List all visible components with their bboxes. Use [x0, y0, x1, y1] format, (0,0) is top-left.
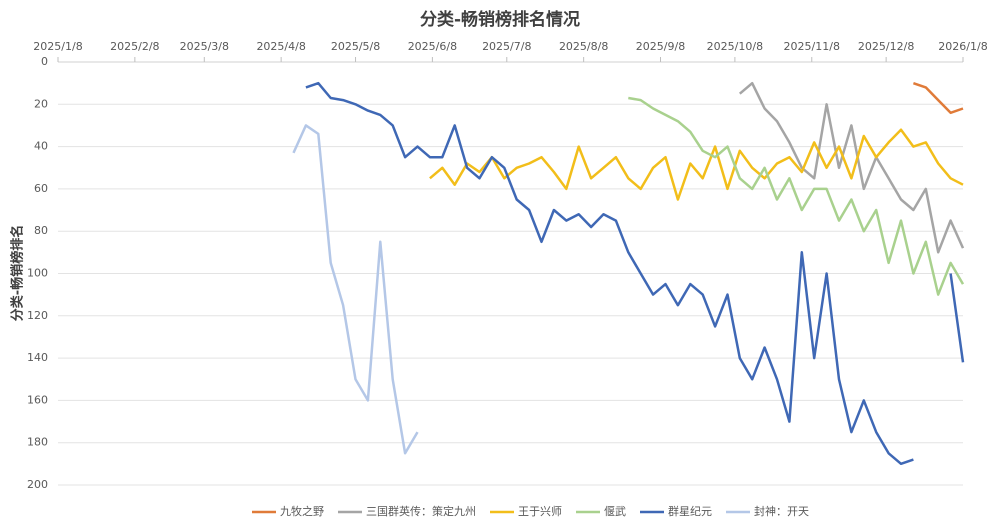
x-tick-label: 2025/1/8 — [33, 40, 82, 53]
x-tick-label: 2025/5/8 — [331, 40, 380, 53]
series-line — [292, 124, 419, 455]
y-tick-label: 0 — [41, 55, 48, 68]
x-tick-label: 2025/10/8 — [707, 40, 763, 53]
y-tick-label: 20 — [34, 97, 48, 110]
x-tick-label: 2025/12/8 — [858, 40, 914, 53]
y-tick-label: 160 — [27, 393, 48, 406]
x-tick-label: 2025/8/8 — [559, 40, 608, 53]
x-tick-label: 2025/9/8 — [636, 40, 685, 53]
chart-title: 分类-畅销榜排名情况 — [420, 9, 580, 30]
x-tick-label: 2025/3/8 — [180, 40, 229, 53]
x-tick-label: 2025/11/8 — [784, 40, 840, 53]
y-tick-label: 200 — [27, 478, 48, 491]
y-tick-label: 40 — [34, 140, 48, 153]
series-line — [628, 96, 965, 296]
y-tick-label: 60 — [34, 182, 48, 195]
series-line — [305, 81, 965, 466]
y-axis-label: 分类-畅销榜排名 — [10, 225, 26, 321]
y-tick-label: 140 — [27, 351, 48, 364]
legend-label: 群星纪元 — [668, 504, 712, 518]
x-tick-label: 2025/7/8 — [482, 40, 531, 53]
legend-label: 封神：开天 — [754, 504, 809, 518]
y-tick-label: 80 — [34, 224, 48, 237]
legend-label: 王于兴师 — [518, 505, 562, 518]
x-tick-label: 2025/2/8 — [110, 40, 159, 53]
x-tick-label: 2025/6/8 — [408, 40, 457, 53]
series-line — [738, 81, 965, 254]
series-line — [429, 128, 964, 201]
x-tick-label: 2025/4/8 — [256, 40, 305, 53]
y-tick-label: 100 — [27, 267, 48, 280]
x-tick-label: 2026/1/8 — [938, 40, 987, 53]
series-line — [912, 82, 964, 115]
y-tick-label: 120 — [27, 309, 48, 322]
legend-label: 偃武 — [604, 504, 626, 518]
legend-label: 三国群英传：策定九州 — [366, 504, 476, 518]
legend-label: 九牧之野 — [280, 504, 324, 518]
y-tick-label: 180 — [27, 436, 48, 449]
